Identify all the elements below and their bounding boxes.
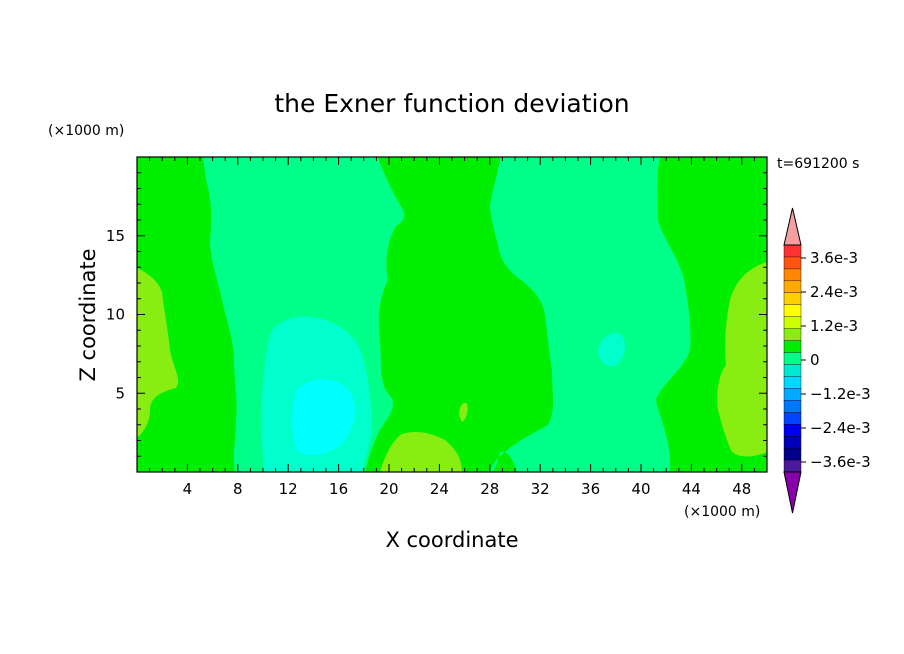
contour-patch-positive-left [137,268,179,438]
contour-patch-positive-right [717,262,767,457]
colorbar-label-0: 3.6e-3 [810,249,858,267]
axis-ticks [137,157,767,472]
colorbar [783,207,806,514]
colorbar-label-4: −1.2e-3 [810,385,871,403]
x-tick-label: 4 [183,480,193,498]
colorbar-label-2: 1.2e-3 [810,317,858,335]
y-tick-label: 10 [106,306,125,324]
x-tick-label: 32 [531,480,550,498]
time-label: t=691200 s [777,156,859,172]
contour-core-negative-3 [292,379,356,455]
colorbar-label-6: −3.6e-3 [810,453,871,471]
colorbar-level [783,364,802,378]
colorbar-level [783,459,802,473]
colorbar-level [783,400,802,413]
colorbar-level [783,256,802,270]
x-tick-label: 36 [581,480,600,498]
contour-field [136,156,768,473]
x-tick-label: 24 [430,480,449,498]
contour-spot-negative-right [598,332,626,367]
y-unit-label: (×1000 m) [48,123,124,139]
y-tick-label: 15 [106,227,125,245]
colorbar-level [783,340,802,354]
chart-title: the Exner function deviation [274,89,629,118]
colorbar-level [783,435,802,449]
x-unit-label: (×1000 m) [684,504,760,520]
x-tick-label: 44 [682,480,701,498]
x-tick-label: 16 [329,480,348,498]
x-tick-label: 8 [233,480,243,498]
colorbar-level [783,447,802,461]
colorbar-level [783,268,802,282]
colorbar-level [783,376,802,390]
x-axis-label: X coordinate [385,528,518,552]
colorbar-labels: 3.6e-3 2.4e-3 1.2e-3 0 −1.2e-3 −2.4e-3 −… [810,249,871,471]
colorbar-level [783,280,802,294]
colorbar-level [783,424,802,437]
x-tick-label: 48 [732,480,751,498]
colorbar-label-3: 0 [810,351,820,369]
colorbar-under-triangle [783,471,802,514]
colorbar-level [783,412,802,425]
y-tick-label: 5 [115,384,125,402]
colorbar-level [783,244,802,258]
contour-spot-positive-small [459,402,468,422]
colorbar-level [783,352,802,366]
colorbar-over-triangle [783,207,802,246]
x-tick-label: 28 [480,480,499,498]
y-axis-label: Z coordinate [76,248,100,381]
contour-patch-positive-bottom [380,432,462,472]
contour-band-negative-right [490,157,691,472]
x-tick-label: 12 [279,480,298,498]
colorbar-level [783,304,802,318]
colorbar-level [783,328,802,342]
colorbar-level [783,388,802,402]
colorbar-label-1: 2.4e-3 [810,283,858,301]
colorbar-label-5: −2.4e-3 [810,419,871,437]
x-tick-label: 20 [379,480,398,498]
colorbar-level [783,292,802,306]
x-tick-label: 40 [631,480,650,498]
colorbar-level [783,316,802,330]
